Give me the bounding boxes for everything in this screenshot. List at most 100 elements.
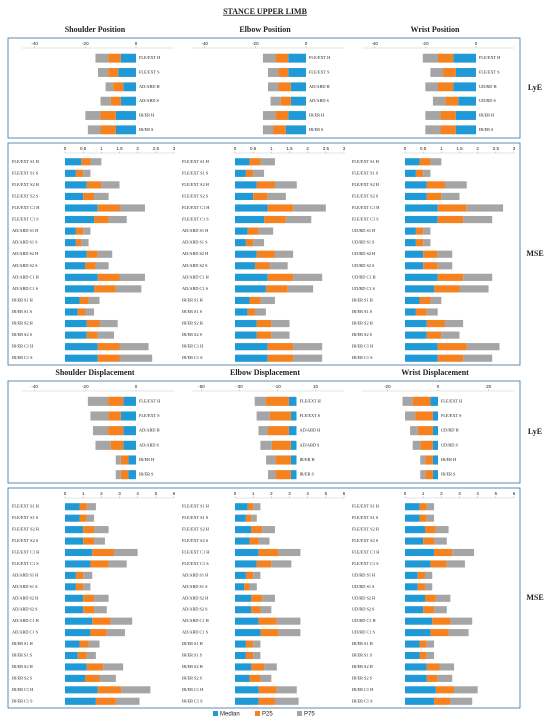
x-tick-label: 2.5 [153,146,160,151]
bar-segment [271,560,292,568]
bar-segment [405,526,425,534]
x-tick-label: -40 [31,384,38,389]
bar-segment [100,125,116,135]
bar-segment [235,250,257,258]
bar-segment [419,514,427,522]
bar-segment [115,285,142,293]
category-label: AD/ABD S2 S [12,607,38,612]
bar-segment [92,617,111,625]
category-label: UD/RD S1 H [352,228,375,233]
bar-segment [115,125,136,135]
bar-segment [268,470,276,480]
bar-segment [276,617,301,625]
bar-segment [253,640,261,648]
bar-segment [417,571,425,579]
bar-segment [405,640,420,648]
bar-segment [419,651,427,660]
legend-label: Median [220,712,240,718]
bar-segment [423,227,431,235]
bar-segment [247,503,254,511]
category-label: FLE/EXT H [309,55,330,60]
x-tick-label: -30 [236,384,243,389]
bar-segment [65,697,96,705]
bar-segment [274,250,294,258]
bar-segment [260,674,272,682]
category-label: IR/ER S2 S [352,675,373,680]
bar-segment [276,686,297,694]
bar-segment [405,571,418,579]
x-tick-label: 0.5 [250,146,257,151]
bar-segment [235,169,246,177]
x-tick-label: 2 [306,146,309,151]
bar-segment [269,411,291,421]
category-label: IR/ER S1 S [12,652,33,657]
category-label: IR/ER C1 H [182,344,203,349]
bar-segment [245,651,254,660]
category-label: FLE/EXT S2 S [12,538,39,543]
x-tick-label: 0.5 [420,146,427,151]
category-label: FLE/EXT S2 H [352,527,379,532]
bar-segment [85,111,101,120]
row-label: LyE [528,427,542,436]
bar-segment [65,343,98,351]
bar-segment [412,396,431,406]
bar-segment [113,82,124,92]
bar-segment [235,651,246,660]
bar-segment [426,192,442,201]
x-tick-label: 2 [440,491,443,496]
x-tick-label: 2 [476,146,479,151]
category-label: IR/ER S [441,472,456,477]
bar-segment [448,629,469,637]
bar-segment [432,617,451,625]
bar-segment [437,204,467,212]
bar-segment [420,455,426,465]
bar-segment [415,411,433,421]
bar-segment [99,674,116,682]
bar-segment [450,697,473,705]
bar-segment [405,158,420,166]
category-label: UD/RD S2 H [352,595,375,600]
bar-segment [115,455,121,465]
category-label: FLE/EXT S [139,69,160,74]
x-tick-label: 2 [136,146,139,151]
bar-segment [444,319,464,328]
category-label: FLE/EXT H [139,398,160,403]
bar-segment [405,354,438,362]
bar-segment [128,470,136,480]
category-label: IR/ER C1 S [182,698,203,703]
bar-segment [120,96,136,106]
column-title: Shoulder Displacement [55,368,135,377]
bar-segment [430,629,449,637]
x-tick-label: 1 [440,146,443,151]
bar-segment [439,663,455,671]
bar-segment [97,331,115,339]
bar-segment [453,82,476,92]
bar-segment [118,68,136,77]
bar-segment [94,594,109,602]
category-label: FLE/EXT S [300,413,321,418]
bar-segment [405,343,438,351]
bar-segment [120,455,129,465]
bar-segment [430,396,438,406]
legend-label: P75 [304,712,315,718]
bar-segment [110,617,133,625]
bar-segment [235,262,255,270]
bar-segment [100,111,116,120]
bar-segment [466,343,500,351]
category-label: FLE/EXT C1 H [12,205,39,210]
bar-segment [256,181,275,189]
bar-segment [450,617,473,625]
category-label: IR/ER S [300,472,315,477]
bar-segment [441,192,460,201]
category-label: FLE/EXT C1 S [12,561,39,566]
bar-segment [253,503,261,511]
bar-segment [123,82,136,92]
category-label: AD/ABD C1 H [12,618,39,623]
bar-segment [445,96,459,106]
bar-segment [65,158,82,166]
bar-segment [412,440,421,450]
category-label: UD/RD S [479,98,496,103]
bar-segment [235,606,252,614]
bar-segment [420,440,433,450]
